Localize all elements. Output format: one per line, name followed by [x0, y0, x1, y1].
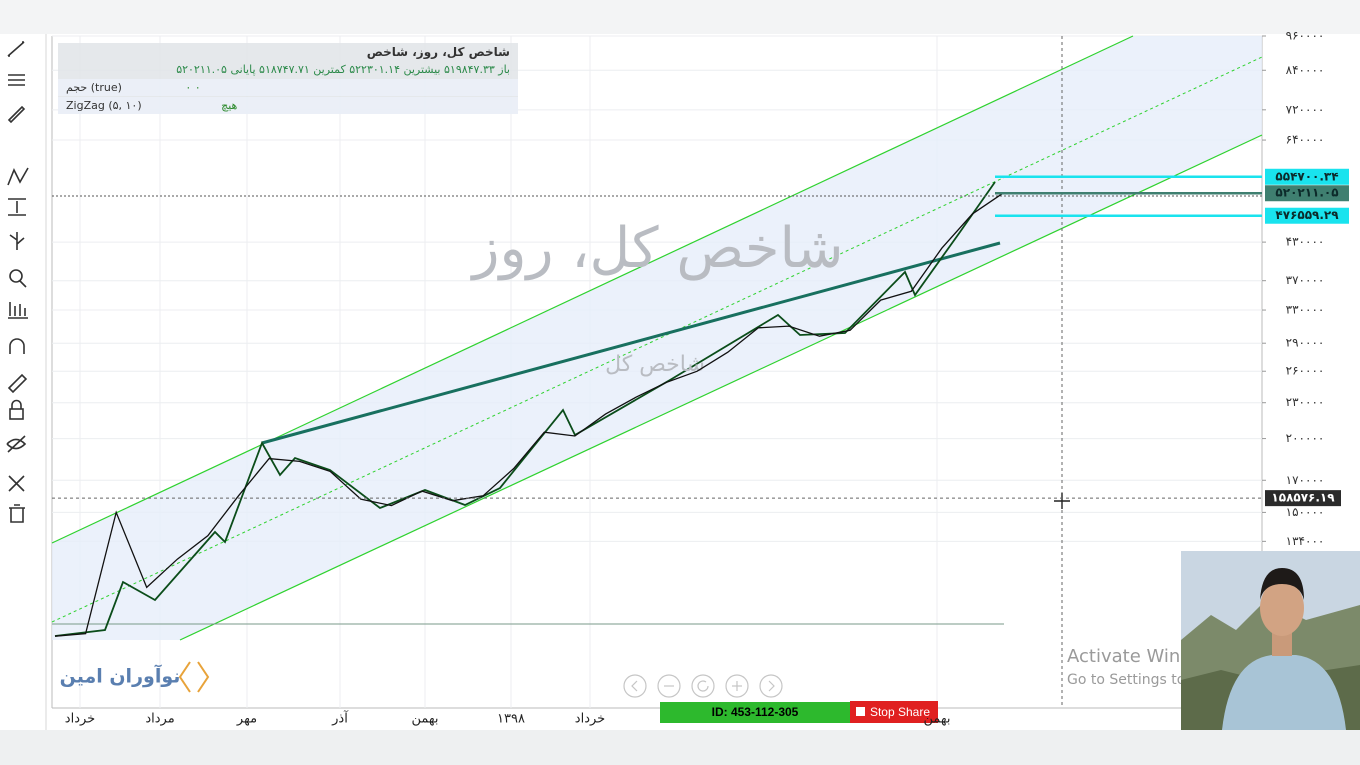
- x-tick-label: خرداد: [575, 712, 605, 727]
- x-tick-label: آذر: [331, 710, 349, 727]
- y-tick-label: ۱۳۴۰۰۰: [1286, 534, 1325, 548]
- level-label: ۵۵۴۷۰۰.۳۴: [1275, 169, 1338, 183]
- level-label: ۵۲۰۲۱۱.۰۵: [1275, 186, 1338, 200]
- legend-volume: حجم (true): [66, 81, 122, 94]
- x-tick-label: مرداد: [145, 712, 174, 727]
- x-tick-label: بهمن: [923, 712, 950, 727]
- activation-subtitle: Go to Settings to: [1067, 672, 1185, 688]
- legend-title: شاخص کل، روز، شاخص: [366, 45, 510, 59]
- y-tick-label: ۴۳۰۰۰۰: [1286, 235, 1325, 249]
- legend-ohlc: باز ۵۱۹۸۴۷.۳۳ بیشترین ۵۲۲۳۰۱.۱۴ کمترین ۵…: [176, 63, 510, 76]
- y-tick-label: ۲۹۰۰۰۰: [1286, 336, 1325, 350]
- trend-line: [261, 241, 1001, 445]
- y-tick-label: ۳۷۰۰۰۰: [1286, 273, 1325, 287]
- channel-lower: [179, 134, 1263, 641]
- y-tick-label: ۲۶۰۰۰۰: [1286, 364, 1325, 378]
- level-label-bg: [1265, 185, 1349, 202]
- webcam: [1181, 551, 1360, 730]
- level-label-bg: [1265, 168, 1349, 185]
- crosshair-label-bg: [1265, 490, 1341, 507]
- zigzag: [54, 181, 996, 637]
- toolbar-icons[interactable]: [6, 41, 29, 523]
- y-tick-label: ۲۳۰۰۰۰: [1286, 395, 1325, 409]
- price-line: [54, 192, 1004, 637]
- stop-share-label[interactable]: Stop Share: [870, 705, 930, 719]
- x-tick-label: ۱۳۹۸: [497, 712, 525, 727]
- top-strip: [0, 0, 1360, 34]
- y-tick-label: ۱۷۰۰۰۰: [1286, 473, 1325, 487]
- logo: نوآوران امین: [60, 664, 181, 688]
- y-tick-label: ۲۰۰۰۰۰: [1286, 431, 1325, 445]
- cursor: [1054, 493, 1070, 509]
- level-label: ۴۷۶۵۵۹.۲۹: [1275, 208, 1339, 222]
- level-label-bg: [1265, 207, 1349, 224]
- watermark-small: شاخص کل: [605, 352, 705, 377]
- y-tick-label: ۹۶۰۰۰۰: [1286, 29, 1325, 43]
- stop-icon: [856, 707, 865, 716]
- logo-mark: [178, 661, 210, 693]
- activation-title: Activate Win: [1067, 646, 1180, 667]
- share-bar[interactable]: [660, 702, 850, 723]
- watermark: شاخص کل، روز: [469, 216, 843, 281]
- legend: شاخص کل، روز، شاخص باز ۵۱۹۸۴۷.۳۳ بیشترین…: [58, 43, 518, 114]
- channel-upper: [51, 35, 1134, 544]
- x-tick-label: مهر: [236, 712, 257, 727]
- x-tick-label: بهمن: [411, 712, 438, 727]
- session-id: ID: 453-112-305: [712, 705, 799, 719]
- legend-volume-value: ۰ ۰: [185, 81, 201, 94]
- y-tick-label: ۷۲۰۰۰۰: [1286, 102, 1325, 116]
- stop-share[interactable]: [850, 701, 938, 723]
- legend-zigzag-value: هیچ: [221, 99, 238, 112]
- channel-middle: [51, 56, 1263, 623]
- y-tick-label: ۳۳۰۰۰۰: [1286, 303, 1325, 317]
- legend-zigzag-row: ZigZag (۵, ۱۰) هیچ: [58, 97, 518, 114]
- x-tick-label: خرداد: [65, 712, 95, 727]
- y-tick-label: ۶۴۰۰۰۰: [1286, 133, 1325, 147]
- y-tick-label: ۸۴۰۰۰۰: [1286, 63, 1325, 77]
- zoom-controls[interactable]: [623, 674, 783, 698]
- y-tick-label: ۱۵۰۰۰۰: [1286, 505, 1325, 519]
- crosshair-label: ۱۵۸۵۷۶.۱۹: [1271, 491, 1335, 505]
- legend-zigzag: ZigZag (۵, ۱۰): [66, 99, 142, 112]
- legend-volume-row: حجم (true) ۰ ۰: [58, 79, 518, 96]
